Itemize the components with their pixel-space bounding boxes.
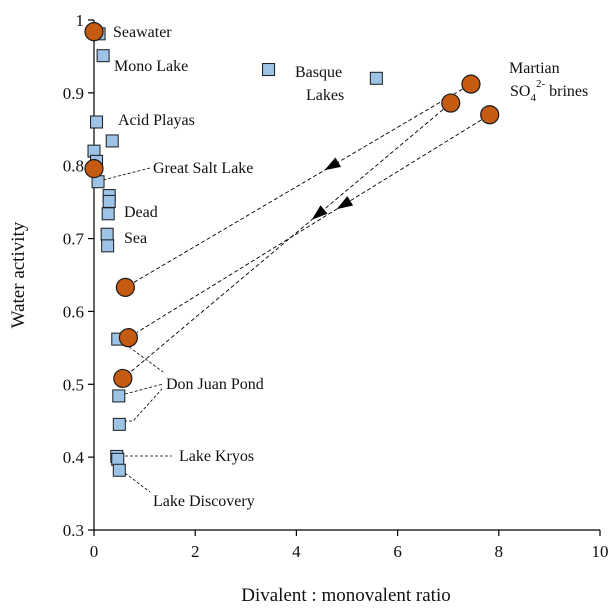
y-tick-label: 0.7	[63, 230, 85, 249]
circle-data-point	[462, 75, 480, 93]
y-tick-label: 0.5	[63, 375, 84, 394]
x-tick-label: 6	[393, 542, 402, 561]
square-data-point	[113, 390, 125, 402]
label-sea: Sea	[124, 230, 147, 247]
circle-data-point	[119, 329, 137, 347]
square-data-point	[113, 464, 125, 476]
so4-superscript: 2-	[536, 78, 546, 90]
x-tick-label: 0	[90, 542, 99, 561]
y-tick-label: 0.3	[63, 521, 84, 540]
circle-data-point	[85, 160, 103, 178]
trend-arrow-line	[130, 109, 443, 372]
x-tick-label: 2	[191, 542, 200, 561]
don-juan-pond-leader-2	[125, 384, 163, 394]
circle-data-point	[481, 106, 499, 124]
trend-arrowhead	[312, 205, 328, 220]
y-tick-label: 0.4	[63, 448, 85, 467]
square-data-point	[113, 418, 125, 430]
x-axis-title: Divalent : monovalent ratio	[241, 585, 450, 606]
square-data-point	[102, 208, 114, 220]
label-don-juan-pond: Don Juan Pond	[166, 376, 264, 393]
label-basque: Basque	[295, 64, 342, 81]
square-data-point	[112, 453, 124, 465]
lake-discovery-leader	[125, 473, 150, 492]
so4-subscript: 4	[530, 92, 536, 104]
x-tick-label: 8	[495, 542, 504, 561]
don-juan-pond-leader-3	[124, 389, 162, 421]
label-seawater: Seawater	[113, 24, 172, 41]
square-data-point	[91, 116, 103, 128]
label-martian: Martian	[509, 60, 560, 77]
trend-arrowhead	[324, 157, 341, 170]
label-acid-playas: Acid Playas	[118, 112, 195, 129]
circle-data-point	[116, 278, 134, 296]
label-so4-brines: SO42- brines	[510, 78, 588, 104]
label-lake-discovery: Lake Discovery	[153, 493, 255, 510]
x-tick-label: 4	[292, 542, 301, 561]
square-data-point	[106, 135, 118, 147]
arrow-layer	[130, 89, 481, 372]
annotations: Seawater Mono Lake Basque Lakes Martian …	[113, 24, 588, 510]
label-mono-lake: Mono Lake	[114, 58, 188, 75]
y-tick-label: 0.6	[63, 302, 84, 321]
square-data-point	[103, 195, 115, 207]
y-axis-title: Water activity	[8, 221, 29, 328]
square-data-point	[370, 72, 382, 84]
circle-data-point	[442, 94, 460, 112]
square-data-point	[101, 228, 113, 240]
label-lake-kryos: Lake Kryos	[179, 448, 254, 465]
so4-tail: brines	[545, 83, 588, 100]
so4-main: SO	[510, 83, 530, 100]
label-dead: Dead	[124, 204, 158, 221]
y-tick-label: 0.9	[63, 84, 84, 103]
circle-data-point	[85, 23, 103, 41]
circle-data-point	[114, 369, 132, 387]
y-tick-label: 0.8	[63, 157, 84, 176]
great-salt-lake-leader	[99, 168, 150, 181]
square-data-point	[102, 240, 114, 252]
x-tick-label: 10	[592, 542, 609, 561]
trend-arrowhead	[337, 196, 354, 209]
y-tick-label: 1	[76, 11, 85, 30]
label-great-salt-lake: Great Salt Lake	[153, 160, 253, 177]
trend-arrow-line	[137, 120, 481, 332]
label-lakes: Lakes	[306, 87, 344, 104]
square-data-point	[97, 50, 109, 62]
square-data-point	[263, 64, 275, 76]
